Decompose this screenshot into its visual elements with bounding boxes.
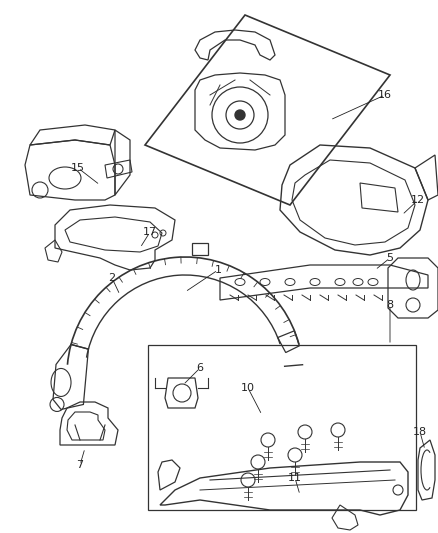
- Text: 5: 5: [386, 253, 393, 263]
- Text: 18: 18: [413, 427, 427, 437]
- Bar: [148, 345, 416, 510]
- Text: 17: 17: [143, 227, 157, 237]
- Text: 1: 1: [215, 265, 222, 275]
- Text: 7: 7: [77, 460, 84, 470]
- Text: 12: 12: [411, 195, 425, 205]
- Text: 10: 10: [241, 383, 255, 393]
- Text: 15: 15: [71, 163, 85, 173]
- Text: 11: 11: [288, 473, 302, 483]
- Text: 2: 2: [109, 273, 116, 283]
- Text: 16: 16: [378, 90, 392, 100]
- Text: 8: 8: [386, 300, 394, 310]
- Text: 6: 6: [197, 363, 204, 373]
- Circle shape: [235, 110, 245, 120]
